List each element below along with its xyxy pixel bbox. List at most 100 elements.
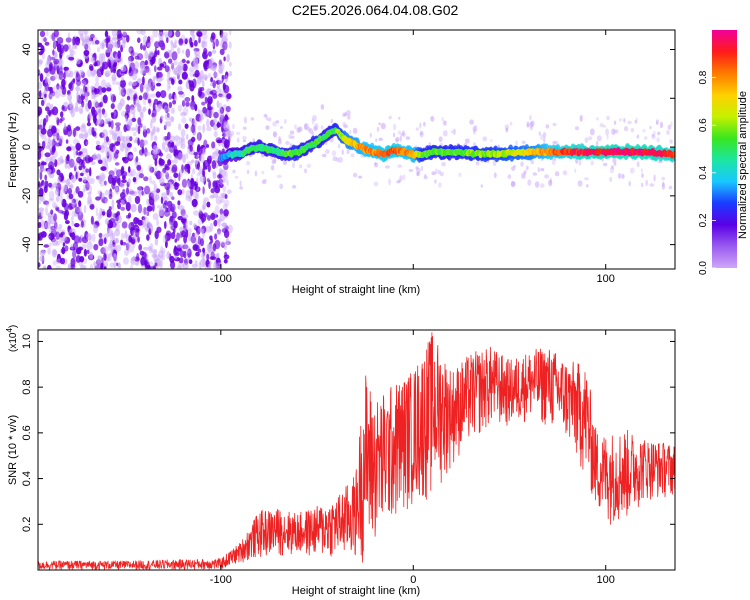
noise-point [76,58,81,65]
noise-point [113,261,117,269]
noise-point [155,165,158,174]
noise-point [180,128,186,137]
noise-point [219,88,223,93]
noise-point [128,57,132,66]
noise-point [142,98,147,106]
noise-point [222,177,227,184]
noise-point [130,107,136,115]
noise-point [44,152,51,158]
noise-point [158,157,163,165]
noise-point [661,182,666,190]
noise-point [153,183,158,193]
noise-point [54,204,59,209]
noise-point [141,190,144,196]
noise-point [199,114,203,118]
noise-point [42,266,47,269]
noise-point [428,142,432,146]
noise-point [578,159,582,166]
noise-point [375,138,378,142]
noise-point [53,213,57,222]
noise-point [101,192,105,200]
noise-point [526,122,530,128]
noise-point [177,189,183,196]
noise-point [119,79,126,89]
noise-point [192,57,199,67]
noise-point [147,42,151,48]
snr-x-axis-label: Height of straight line (km) [292,585,420,597]
noise-point [197,131,201,142]
noise-point [154,41,160,49]
noise-point [131,117,137,122]
noise-point [160,90,167,99]
noise-point [398,116,401,120]
noise-point [102,261,109,269]
noise-point [113,152,119,159]
noise-point [182,262,189,269]
noise-point [437,169,441,175]
noise-point [261,179,267,185]
noise-point [164,163,169,169]
noise-point [212,118,218,124]
noise-point [89,65,94,72]
noise-point [45,157,50,163]
noise-point [530,160,534,165]
noise-point [129,154,134,159]
noise-point [125,115,128,124]
noise-point [121,221,128,229]
noise-point [105,146,110,157]
noise-point [197,248,202,253]
noise-point [86,90,91,96]
noise-point [50,92,55,97]
noise-point [60,111,64,118]
noise-point [215,195,222,205]
noise-point [380,122,386,130]
noise-point [107,174,114,184]
noise-point [106,37,110,41]
noise-point [79,88,84,94]
noise-point [89,167,92,177]
noise-point [104,70,111,77]
noise-point [156,254,161,262]
noise-point [182,244,189,250]
noise-point [267,117,272,122]
noise-point [160,196,164,205]
noise-point [98,145,105,149]
noise-point [115,186,119,192]
noise-point [166,131,171,141]
noise-point [67,225,71,230]
noise-point [138,244,143,251]
noise-point [182,100,186,107]
noise-point [223,259,228,264]
noise-point [165,146,171,151]
noise-point [139,111,144,118]
noise-point [115,244,122,252]
noise-point [540,183,545,188]
noise-point [99,66,104,73]
noise-point [71,221,75,226]
noise-point [89,203,95,210]
noise-point [109,56,115,64]
noise-point [208,244,214,253]
snr-y-tick-label: 1.0 [21,334,33,349]
noise-point [189,117,193,122]
noise-point [184,169,188,175]
noise-point [112,130,118,137]
noise-point [207,163,211,173]
noise-point [308,128,314,134]
noise-point [55,116,58,121]
noise-point [44,106,50,112]
noise-point [55,241,60,246]
noise-point [173,60,178,66]
noise-point [215,38,219,47]
noise-point [110,103,115,110]
noise-point [223,209,229,217]
noise-point [204,59,210,67]
noise-point [52,85,59,94]
noise-point [88,111,92,119]
spectrogram-y-tick-label: 20 [21,92,33,104]
noise-point [181,71,188,80]
noise-point [98,111,102,121]
colorbar-tick-label: 0.6 [698,118,709,132]
noise-point [105,136,109,143]
noise-point [405,136,411,140]
